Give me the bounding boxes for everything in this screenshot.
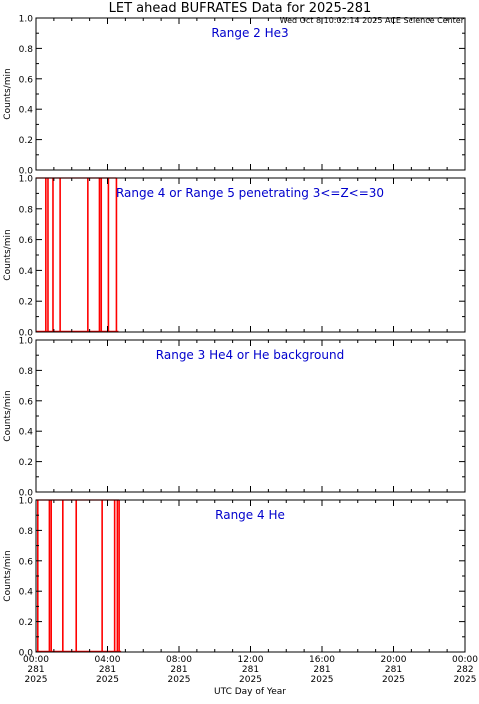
y-tick-label: 0.0: [19, 329, 34, 339]
x-tick-time: 12:00: [238, 655, 264, 665]
panel-4: 0.0 0.2 0.4 0.6 0.8 1.0 Range 4 He Counts/min: [3, 497, 466, 659]
y-tick-label: 0.8: [19, 527, 34, 537]
y-tick-label: 0.8: [19, 205, 34, 215]
y-tick-label: 0.4: [19, 106, 34, 116]
y-tick-label: 0.8: [19, 367, 34, 377]
panel-title: Range 4 or Range 5 penetrating 3<=Z<=30: [116, 186, 384, 200]
y-tick-label: 0.6: [19, 397, 34, 407]
y-tick-label: 1.0: [19, 175, 34, 185]
y-axis-title: Counts/min: [3, 390, 13, 441]
y-tick-label: 0.4: [19, 428, 34, 438]
panel-title: Range 4 He: [215, 508, 285, 522]
x-tick-time: 08:00: [166, 655, 192, 665]
panel-title: Range 2 He3: [211, 26, 288, 40]
timestamp-label: Wed Oct 8 10:02:14 2025 ACE Science Cent…: [280, 16, 465, 25]
y-tick-label: 0.4: [19, 588, 34, 598]
x-tick-doy: 282: [456, 665, 473, 675]
x-tick-doy: 281: [313, 665, 330, 675]
y-tick-label: 0.0: [19, 489, 34, 499]
x-tick-time: 04:00: [95, 655, 121, 665]
y-axis-title: Counts/min: [3, 550, 13, 601]
x-tick-year: 2025: [311, 675, 334, 685]
panel-frame: [35, 177, 466, 333]
y-tick-label: 0.2: [19, 298, 33, 308]
x-tick-doy: 281: [242, 665, 259, 675]
x-tick-doy: 281: [27, 665, 44, 675]
panel-frame: [35, 499, 466, 653]
panel-frame: [35, 17, 466, 171]
y-tick-label: 0.6: [19, 75, 34, 85]
x-tick-year: 2025: [25, 675, 48, 685]
y-tick-label: 0.6: [19, 236, 34, 246]
y-tick-label: 0.8: [19, 45, 34, 55]
x-tick-year: 2025: [96, 675, 119, 685]
x-tick-doy: 281: [385, 665, 402, 675]
y-tick-label: 0.2: [19, 458, 33, 468]
panel-title: Range 3 He4 or He background: [156, 348, 344, 362]
x-tick-year: 2025: [454, 675, 477, 685]
y-tick-label: 0.4: [19, 267, 34, 277]
x-axis-title: UTC Day of Year: [214, 687, 286, 697]
y-tick-label: 0.2: [19, 618, 33, 628]
y-tick-label: 0.0: [19, 649, 34, 659]
x-tick-year: 2025: [168, 675, 191, 685]
panel-1: 0.0 0.2 0.4 0.6 0.8 1.0 Range 2 He3 Counts/min: [3, 15, 466, 177]
x-tick-year: 2025: [382, 675, 405, 685]
x-tick-time: 00:00: [23, 655, 49, 665]
panel-3: 0.0 0.2 0.4 0.6 0.8 1.0 Range 3 He4 or He back…: [3, 337, 466, 499]
y-tick-label: 1.0: [19, 337, 34, 347]
x-tick-time: 20:00: [381, 655, 407, 665]
y-tick-label: 0.2: [19, 136, 33, 146]
y-axis-title: Counts/min: [3, 68, 13, 119]
x-tick-time: 00:00: [452, 655, 478, 665]
figure-title: LET ahead BUFRATES Data for 2025-281: [109, 1, 372, 16]
x-tick-doy: 281: [99, 665, 116, 675]
x-tick-year: 2025: [239, 675, 262, 685]
y-tick-label: 1.0: [19, 497, 34, 507]
panel-frame: [35, 339, 466, 493]
panel-2: 0.0 0.2 0.4 0.6 0.8 1.0 Range 4 or Range 5 pen…: [3, 175, 466, 339]
x-axis: 00:00281202504:00281202508:00281202512:0…: [23, 655, 478, 685]
y-tick-label: 0.6: [19, 557, 34, 567]
y-tick-label: 1.0: [19, 15, 34, 25]
x-tick-doy: 281: [170, 665, 187, 675]
x-tick-time: 16:00: [309, 655, 335, 665]
y-axis-title: Counts/min: [3, 229, 13, 280]
y-tick-label: 0.0: [19, 167, 34, 177]
